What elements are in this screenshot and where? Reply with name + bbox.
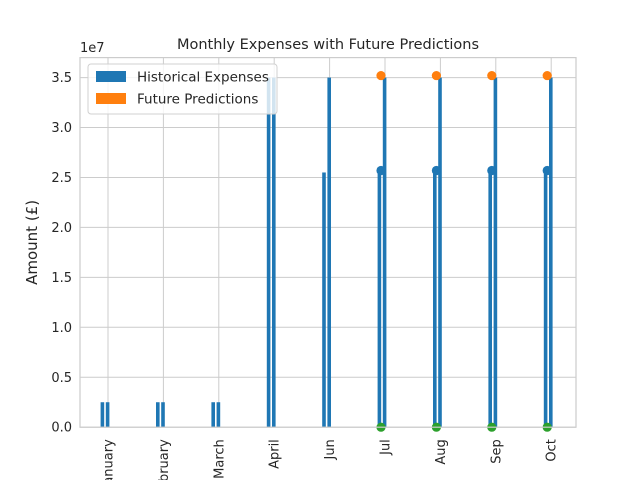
x-tick-label: Sep bbox=[489, 439, 504, 464]
marker-point bbox=[376, 165, 386, 176]
x-tick-label: Jul bbox=[379, 439, 394, 456]
x-tick-label: January bbox=[102, 439, 117, 480]
x-tick-label: March bbox=[212, 439, 227, 479]
bar bbox=[272, 77, 276, 428]
bar bbox=[433, 171, 437, 428]
y-scale-label: 1e7 bbox=[80, 41, 105, 56]
bars bbox=[100, 77, 553, 428]
bar bbox=[382, 77, 387, 428]
bar bbox=[100, 402, 105, 428]
bar bbox=[161, 402, 165, 428]
y-tick-labels: 0.0 0.5 1.0 1.5 2.0 2.5 3.0 3.5 bbox=[51, 71, 72, 436]
bar bbox=[488, 171, 492, 428]
legend-box bbox=[87, 63, 278, 115]
y-tick-label: 1.0 bbox=[51, 321, 72, 336]
bar bbox=[216, 402, 221, 428]
markers bbox=[376, 70, 552, 432]
bar bbox=[322, 172, 326, 428]
legend-swatch-historical bbox=[96, 71, 126, 82]
x-tick-label: February bbox=[157, 439, 172, 480]
legend: Historical Expenses Future Predictions bbox=[87, 63, 278, 115]
bar bbox=[438, 77, 442, 428]
y-tick-label: 3.5 bbox=[51, 71, 72, 86]
bar bbox=[327, 77, 331, 428]
bar bbox=[266, 77, 271, 428]
y-tick-label: 2.0 bbox=[51, 221, 72, 236]
bar bbox=[549, 77, 553, 428]
marker-point bbox=[431, 165, 441, 176]
bar bbox=[105, 402, 110, 428]
marker-point bbox=[542, 165, 552, 176]
x-tick-label: April bbox=[268, 439, 283, 469]
marker-point bbox=[431, 70, 441, 81]
x-tick-label: Oct bbox=[545, 439, 560, 461]
y-tick-label: 0.5 bbox=[51, 371, 72, 386]
y-axis-label: Amount (£) bbox=[23, 200, 41, 285]
bar bbox=[211, 402, 215, 428]
y-tick-label: 1.5 bbox=[51, 271, 72, 286]
legend-swatch-predictions bbox=[96, 93, 126, 104]
bar bbox=[493, 77, 498, 428]
x-tick-label: Jun bbox=[323, 439, 338, 460]
marker-point bbox=[487, 165, 497, 176]
chart-title: Monthly Expenses with Future Predictions bbox=[177, 37, 479, 53]
y-tick-label: 2.5 bbox=[51, 171, 72, 186]
marker-point bbox=[376, 70, 386, 81]
marker-point bbox=[542, 70, 552, 81]
bar bbox=[377, 171, 382, 428]
bar bbox=[543, 171, 548, 428]
bar bbox=[156, 402, 160, 428]
plot-frame bbox=[79, 56, 577, 428]
y-tick-label: 3.0 bbox=[51, 121, 72, 136]
legend-label-historical: Historical Expenses bbox=[137, 70, 269, 86]
legend-label-predictions: Future Predictions bbox=[137, 92, 258, 108]
marker-point bbox=[487, 70, 497, 81]
x-tick-labels: January February March April Jun Jul Aug Sep Oct bbox=[102, 439, 560, 480]
y-tick-label: 0.0 bbox=[51, 421, 72, 436]
x-tick-label: Aug bbox=[434, 439, 449, 464]
